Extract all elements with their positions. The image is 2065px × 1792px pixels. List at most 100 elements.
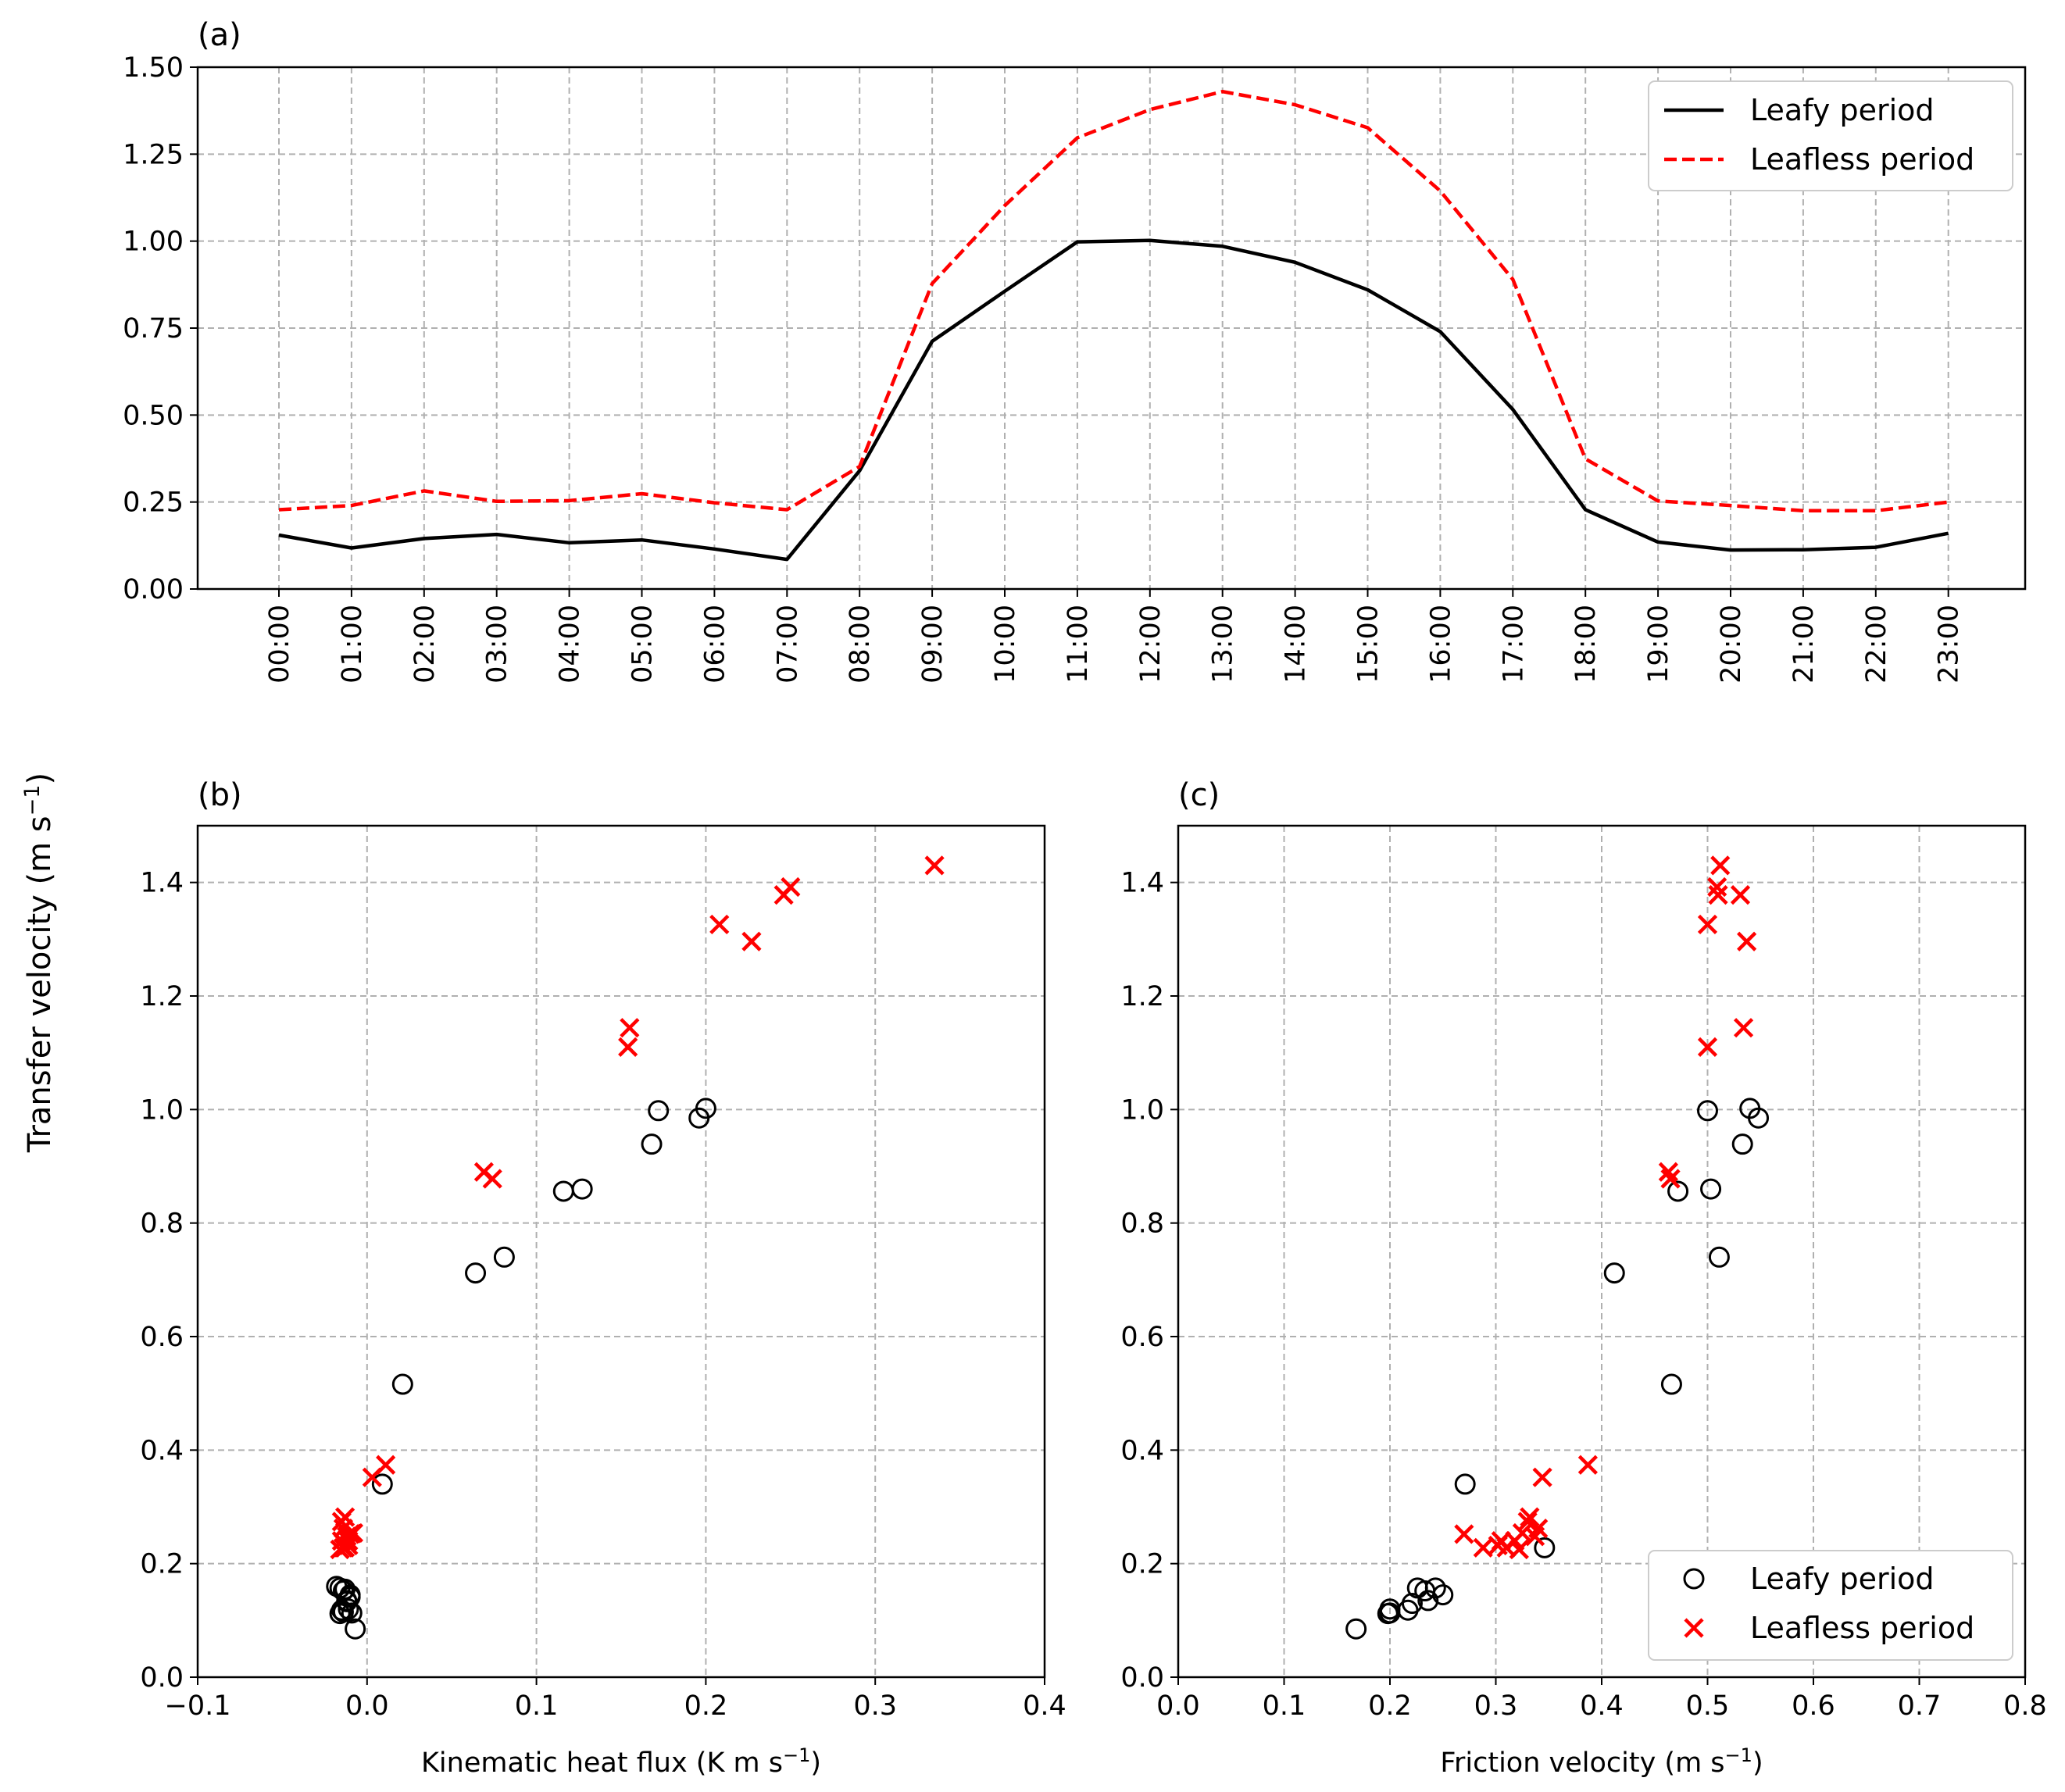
x-axis-label: Friction velocity (m s−1) [1440, 1744, 1763, 1779]
leafy-point [336, 1590, 358, 1612]
x-tick-label: 03:00 [482, 605, 513, 684]
leafless-point [1708, 885, 1728, 905]
leafy-point [391, 1373, 413, 1395]
leafy-point [552, 1180, 574, 1202]
legend-box [1648, 1550, 2013, 1661]
y-tick-label: 1.50 [123, 52, 184, 84]
leafy-point [332, 1580, 354, 1602]
leafless-point [1532, 1467, 1552, 1487]
y-tick-label: 0.0 [140, 1662, 184, 1694]
x-tick-label: 00:00 [264, 605, 295, 684]
x-tick-label: 0.3 [853, 1690, 897, 1722]
x-tick-label: 02:00 [409, 605, 441, 684]
leafless-point [1577, 1455, 1598, 1475]
x-tick-label: 04:00 [555, 605, 586, 684]
x-tick-label: 01:00 [337, 605, 368, 684]
y-tick-label: 1.25 [123, 139, 184, 170]
x-tick-label: 07:00 [772, 605, 803, 684]
leafy-point [1748, 1107, 1770, 1129]
leafless-point [1488, 1535, 1508, 1556]
leafy-point [688, 1107, 710, 1129]
x-tick-label: 0.7 [1898, 1690, 1942, 1722]
plot-frame [196, 824, 1046, 1679]
x-tick-label: 0.4 [1580, 1690, 1624, 1722]
leafless-point [333, 1519, 354, 1539]
legend-label: Leafy period [1750, 93, 1935, 127]
y-tick-label: 0.8 [1120, 1208, 1164, 1240]
plot-frame [1177, 824, 2027, 1679]
leafy-point [1534, 1537, 1556, 1558]
y-tick-label: 0.8 [140, 1208, 184, 1240]
x-tick-label: 23:00 [1934, 605, 1965, 684]
leafy-point [1401, 1593, 1423, 1615]
leafless-point [781, 876, 801, 898]
leafless-point [1697, 914, 1718, 935]
y-tick-label: 0.4 [140, 1435, 184, 1466]
x-tick-label: 06:00 [699, 605, 731, 684]
panel-b: −0.1 0.0 0.1 0.2 0.3 0.40.00.20.40.60.81.01.2… [140, 777, 1066, 1779]
x-tick-label: 21:00 [1788, 605, 1820, 684]
legend-label: Leafy period [1750, 1562, 1935, 1596]
y-tick-label: 1.4 [1120, 868, 1164, 899]
legend-leafy-marker [1683, 1568, 1705, 1590]
leafless-point [1730, 885, 1751, 905]
x-tick-label: −0.1 [165, 1690, 231, 1722]
x-tick-label: 16:00 [1425, 605, 1456, 684]
leafy-point [1697, 1100, 1718, 1122]
x-axis-label: Kinematic heat flux (K m s−1) [421, 1744, 821, 1779]
leafless-point [1528, 1519, 1549, 1539]
leafless-point [1697, 1037, 1718, 1057]
x-tick-label: 09:00 [917, 605, 949, 684]
x-tick-label: 0.3 [1474, 1690, 1518, 1722]
leafy-point [465, 1262, 487, 1284]
leafless-point [741, 931, 762, 951]
legend-label: Leafless period [1750, 142, 1974, 177]
y-tick-label: 0.2 [1120, 1549, 1164, 1580]
leafless-point [1660, 1169, 1681, 1189]
x-tick-label: 0.0 [1156, 1690, 1200, 1722]
x-tick-label: 12:00 [1135, 605, 1166, 684]
x-tick-label: 0.0 [345, 1690, 389, 1722]
x-tick-label: 11:00 [1063, 605, 1094, 684]
x-tick-label: 0.2 [684, 1690, 728, 1722]
leafy-point [1603, 1262, 1625, 1284]
leafy-series-line [278, 238, 1949, 562]
leafy-point [1660, 1373, 1682, 1395]
y-tick-label: 1.00 [123, 227, 184, 258]
leafy-point [345, 1618, 366, 1640]
y-tick-label: 1.0 [1120, 1094, 1164, 1126]
x-tick-label: 15:00 [1353, 605, 1384, 684]
y-tick-label: 0.75 [123, 313, 184, 344]
leafy-point [1345, 1618, 1367, 1640]
x-tick-label: 0.8 [2003, 1690, 2047, 1722]
leafless-point [1733, 1018, 1754, 1038]
leafy-point [1432, 1584, 1454, 1606]
legend-leafless-marker [1684, 1618, 1704, 1638]
leafless-point [620, 1018, 640, 1038]
y-tick-label: 1.4 [140, 868, 184, 899]
leafless-series-line [278, 89, 1949, 513]
leafy-point [371, 1473, 393, 1495]
y-tick-label: 0.0 [1120, 1662, 1164, 1694]
leafless-point [1658, 1162, 1678, 1182]
leafless-point [1737, 931, 1757, 951]
x-tick-label: 18:00 [1570, 605, 1602, 684]
leafless-point [1509, 1539, 1529, 1560]
x-tick-label: 19:00 [1643, 605, 1674, 684]
leafy-point [1708, 1246, 1730, 1268]
x-tick-label: 0.1 [1263, 1690, 1306, 1722]
leafy-point [1424, 1577, 1446, 1599]
y-tick-label: 1.0 [140, 1094, 184, 1126]
x-tick-label: 05:00 [627, 605, 659, 684]
legend: Leafy period Leafless period [1648, 80, 2013, 191]
leafy-point [1454, 1473, 1476, 1495]
x-tick-label: 0.6 [1792, 1690, 1835, 1722]
x-tick-label: 14:00 [1281, 605, 1312, 684]
legend-label: Leafless period [1750, 1611, 1974, 1645]
leafy-point [1379, 1602, 1401, 1624]
leafy-point [648, 1100, 670, 1122]
shared-y-axis-label: Transfer velocity (m s−1) [20, 773, 58, 1153]
leafy-point [1397, 1599, 1419, 1621]
panel-c: 0.0 0.1 0.2 0.3 0.4 0.5 0.6 0.7 0.8 0.0 0.2 0.4 0.6 0… [1120, 777, 2047, 1779]
